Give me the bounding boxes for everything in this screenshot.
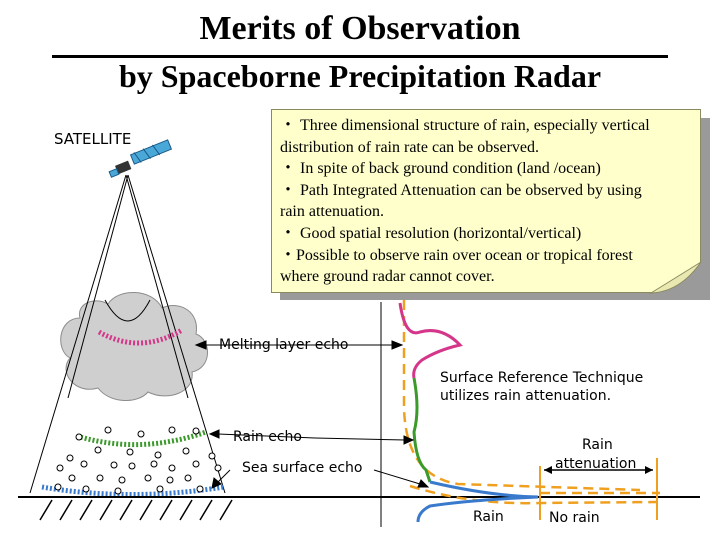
merit-line: distribution of rain rate can be observe…: [280, 138, 540, 156]
no-rain-profile-label: No rain: [549, 510, 600, 526]
raindrop-icon: [54, 426, 222, 495]
sea-surface-label: Sea surface echo: [242, 460, 363, 476]
merit-line: ・ Three dimensional structure of rain, e…: [280, 117, 650, 134]
beam-footprint-arc: [104, 299, 151, 322]
merit-line: rain attenuation.: [280, 203, 384, 221]
callout-arrows: [194, 340, 430, 489]
ground-hatch: [39, 499, 233, 521]
melting-layer-label: Melting layer echo: [219, 337, 349, 353]
merit-line: ・ Path Integrated Attenuation can be obs…: [280, 181, 642, 199]
satellite-icon: [108, 139, 173, 178]
merit-line: ・ Good spatial resolution (horizontal/ve…: [280, 224, 582, 242]
merits-note: ・ Three dimensional structure of rain, e…: [271, 109, 701, 293]
profile-surface: [416, 480, 539, 523]
satellite-label: SATELLITE: [54, 130, 132, 148]
profile-melting-layer: [398, 302, 463, 379]
title-line-1: Merits of Observation: [199, 10, 521, 47]
note-curl: [649, 261, 702, 294]
title-divider: [52, 55, 668, 58]
merit-line: ・ In spite of back ground condition (lan…: [280, 160, 601, 178]
merit-line: ・Possible to observe rain over ocean or …: [280, 246, 633, 264]
merit-line: where ground radar cannot cover.: [280, 268, 495, 286]
rain-profile-label: Rain: [473, 509, 504, 525]
rain-echo-label: Rain echo: [233, 429, 302, 445]
atten-arrow-head-right: [645, 466, 653, 474]
melting-layer-echo: [97, 327, 184, 346]
srt-label-line1: Surface Reference Technique: [440, 370, 644, 386]
rain-attenuation-label-line1: Rain: [582, 437, 613, 453]
title-line-2: by Spaceborne Precipitation Radar: [118, 58, 602, 94]
atten-arrow-head-left: [544, 466, 552, 474]
rain-echo: [76, 429, 207, 448]
rain-attenuation-label-line2: attenuation: [555, 456, 637, 472]
cloud-icon: [60, 291, 208, 401]
profile-rain: [412, 377, 432, 483]
srt-label-line2: utilizes rain attenuation.: [440, 388, 612, 404]
